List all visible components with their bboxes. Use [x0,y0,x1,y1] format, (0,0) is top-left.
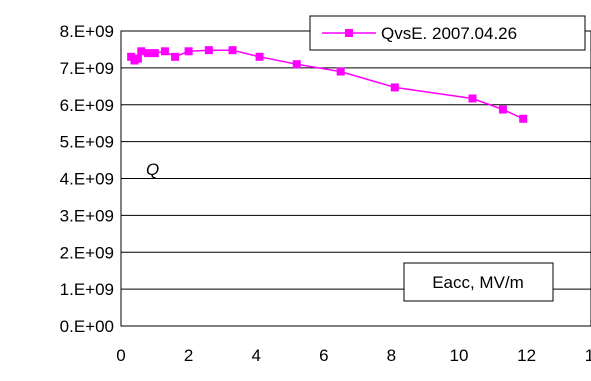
data-point [228,46,237,55]
y-tick-label: 8.E+09 [60,22,114,41]
data-point [255,52,264,61]
y-tick-label: 6.E+09 [60,96,114,115]
y-tick-label: 4.E+09 [60,170,114,189]
series-layer [127,46,528,123]
y-tick-label: 2.E+09 [60,243,114,262]
x-axis-label: Eacc, MV/m [432,273,524,292]
data-point [390,83,399,92]
data-point [204,46,213,55]
x-tick-label: 10 [450,346,469,365]
y-tick-labels: 0.E+00 1.E+09 2.E+09 3.E+09 4.E+09 5.E+09 6.E+… [60,22,114,336]
data-point [137,47,146,56]
legend: QvsE. 2007.04.26 [309,15,586,51]
x-tick-label: 12 [517,346,536,365]
x-tick-label: 14 [585,346,591,365]
y-tick-label: 3.E+09 [60,206,114,225]
data-point [498,105,507,114]
y-tick-label: 1.E+09 [60,280,114,299]
y-tick-label: 5.E+09 [60,133,114,152]
x-tick-labels: 0 2 4 6 8 10 12 14 [116,346,591,365]
legend-label: QvsE. 2007.04.26 [381,24,517,43]
data-point [336,67,345,76]
data-point [184,47,193,56]
data-point [292,60,301,69]
x-tick-label: 4 [251,346,260,365]
x-tick-label: 0 [116,346,125,365]
data-point [144,49,153,58]
x-tick-label: 8 [387,346,396,365]
y-axis-label: Q [146,160,159,179]
data-point [519,114,528,123]
x-axis-label-box: Eacc, MV/m [403,262,554,302]
x-tick-label: 2 [184,346,193,365]
data-point [160,47,169,56]
data-point [150,49,159,58]
data-point [468,94,477,103]
data-point [171,52,180,61]
x-tick-label: 6 [319,346,328,365]
y-tick-label: 7.E+09 [60,59,114,78]
gridlines [121,67,591,290]
y-tick-label: 0.E+00 [60,317,114,336]
data-point [133,54,142,63]
legend-marker [345,29,353,37]
